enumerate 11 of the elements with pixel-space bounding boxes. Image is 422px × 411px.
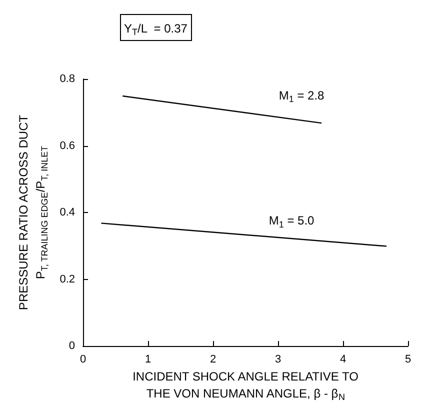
y-tick-label: 0.4	[60, 206, 75, 218]
x-tick-label: 5	[404, 354, 412, 366]
y-tick-label: 0.6	[60, 140, 75, 152]
x-tick-label: 3	[274, 354, 282, 366]
x-tick-label: 0	[80, 354, 86, 366]
x-tick-label: 1	[144, 354, 152, 366]
y-tick-label: 0	[68, 340, 75, 352]
y-tick-label: 0.2	[60, 273, 75, 286]
y-tick-label: 0.8	[60, 73, 75, 85]
x-tick-label: 4	[340, 354, 346, 366]
x-tick-label: 2	[210, 354, 216, 366]
